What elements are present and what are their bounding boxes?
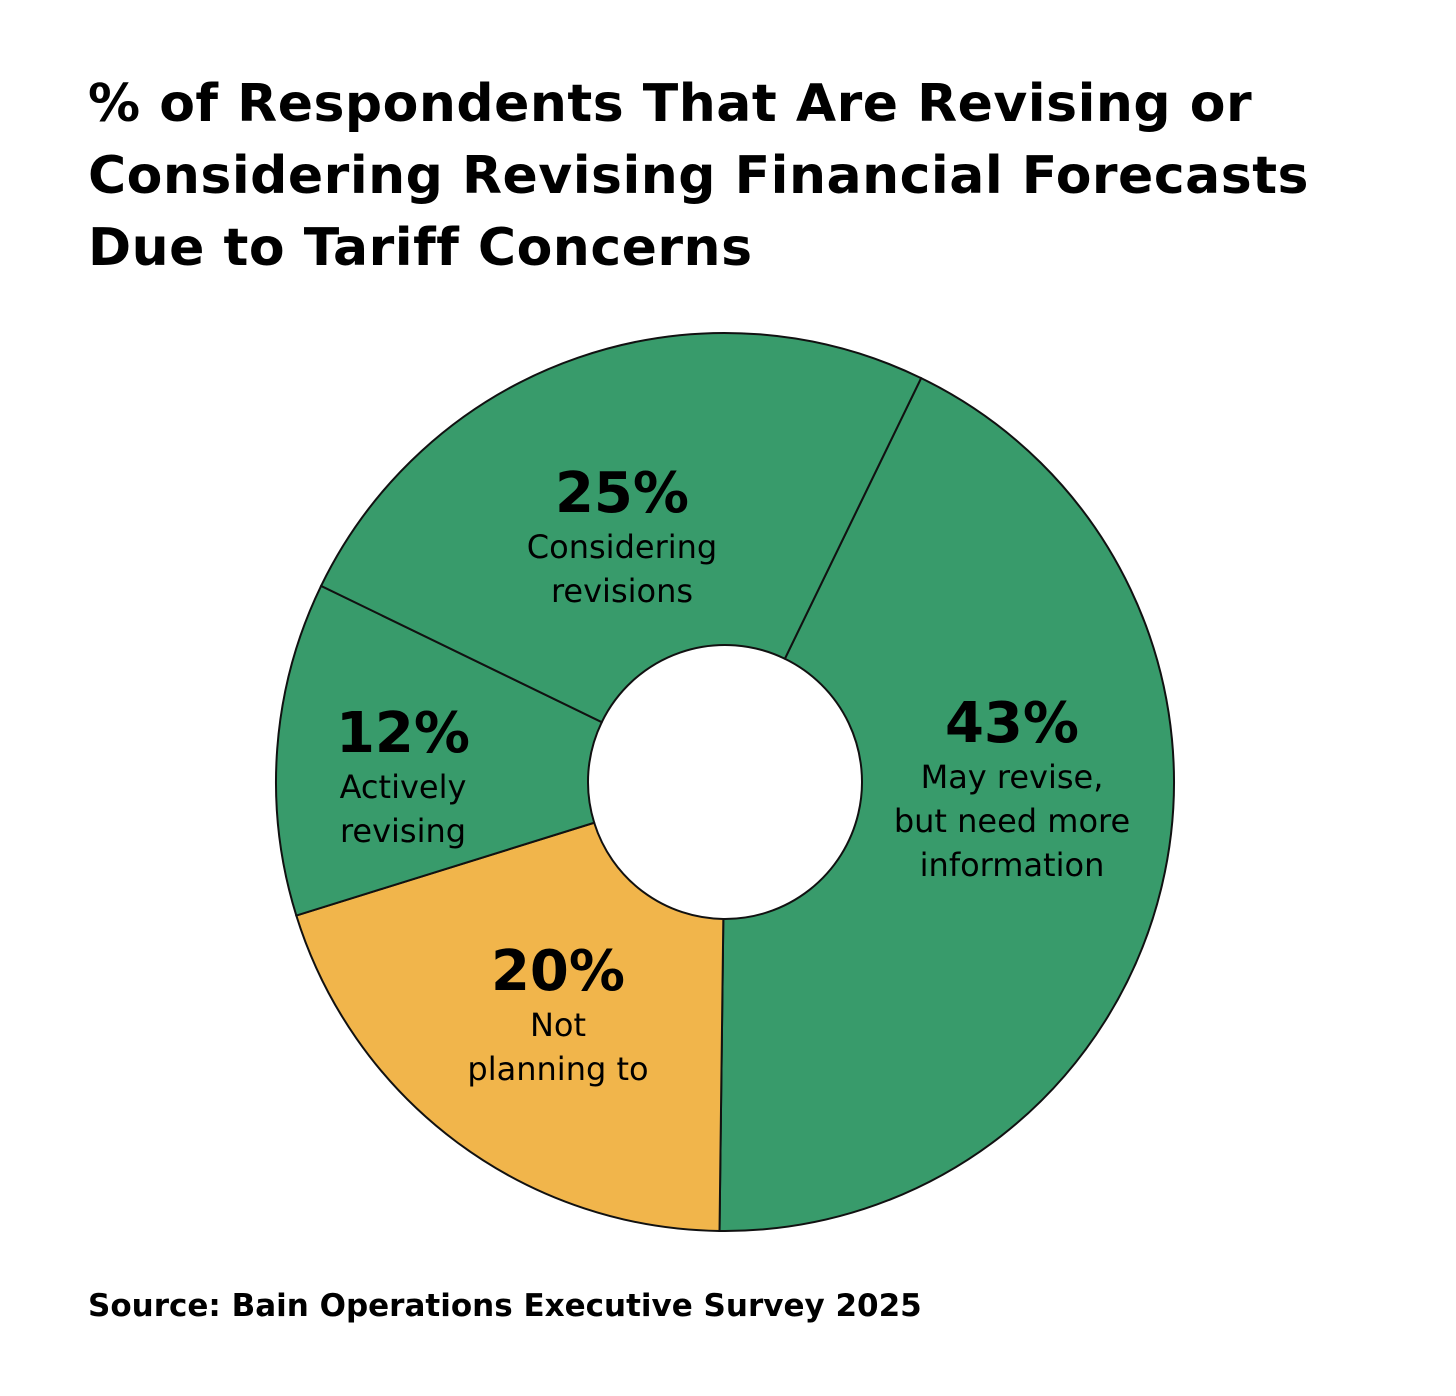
slice-category-label: revising	[340, 812, 466, 850]
donut-slice	[319, 332, 923, 724]
slice-category-label: information	[920, 846, 1105, 884]
slice-category-label: planning to	[467, 1050, 648, 1088]
donut-slice	[295, 821, 725, 1232]
donut-slice	[718, 376, 1175, 1232]
slice-category-label: Not	[530, 1006, 586, 1044]
slice-category-label: May revise,	[921, 758, 1104, 796]
source-note: Source: Bain Operations Executive Survey…	[88, 1288, 922, 1324]
slice-category-label: Considering	[527, 528, 717, 566]
donut-slice	[275, 584, 604, 917]
slice-percent-label: 12%	[336, 701, 470, 766]
chart-title: % of Respondents That Are Revising or Co…	[88, 74, 1310, 278]
slice-category-label: Actively	[340, 768, 467, 806]
slice-percent-label: 43%	[945, 691, 1079, 756]
slice-percent-label: 20%	[491, 939, 625, 1004]
slice-percent-label: 25%	[555, 461, 689, 526]
slice-category-label: but need more	[894, 802, 1130, 840]
slice-category-label: revisions	[551, 572, 693, 610]
